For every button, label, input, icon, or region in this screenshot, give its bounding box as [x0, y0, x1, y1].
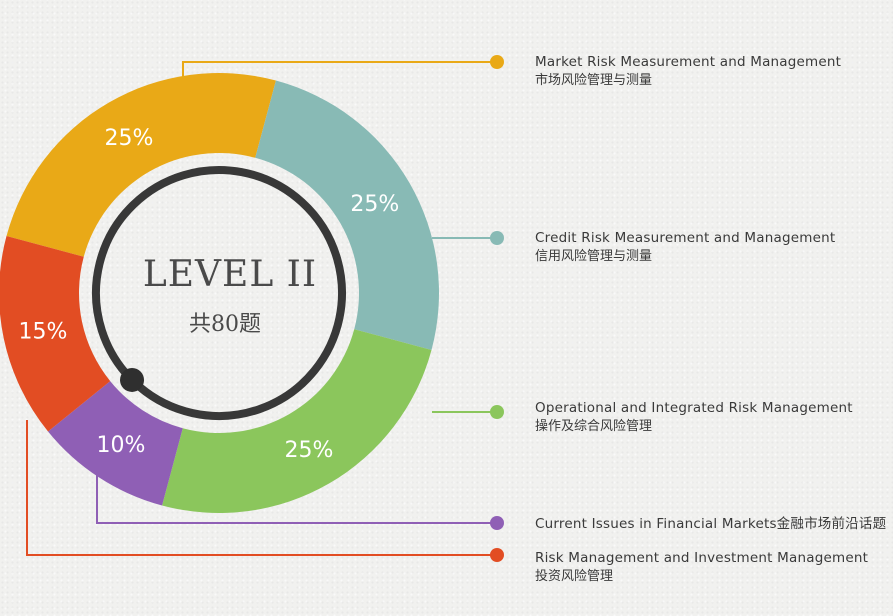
legend-label-zh: 市场风险管理与测量	[535, 73, 653, 88]
donut-slice	[0, 236, 111, 432]
legend-item-current-issues: Current Issues in Financial Markets金融市场前…	[535, 514, 886, 534]
legend-label-en: Current Issues in Financial Markets金融市场前…	[535, 516, 887, 532]
leader-line	[26, 420, 497, 556]
legend-label-zh: 投资风险管理	[535, 569, 614, 584]
slice-value-label: 25%	[105, 126, 154, 151]
legend-label-en: Market Risk Measurement and Management	[535, 54, 842, 70]
donut-slice	[255, 80, 439, 350]
center-title: LEVEL II	[142, 254, 318, 295]
inner-ring	[92, 166, 346, 420]
legend-dot	[490, 55, 504, 69]
slice-value-label: 15%	[18, 319, 67, 344]
inner-ring-knob	[120, 367, 145, 392]
legend-item-market-risk: Market Risk Measurement and Management 市…	[535, 52, 841, 90]
legend-label-zh: 信用风险管理与测量	[535, 249, 653, 264]
legend-label-en: Operational and Integrated Risk Manageme…	[535, 400, 853, 416]
leader-line	[96, 470, 497, 524]
slice-value-label: 25%	[350, 192, 399, 217]
legend-dot	[490, 231, 504, 245]
donut-slice	[48, 381, 183, 506]
legend-dot	[490, 405, 504, 419]
legend-item-operational-risk: Operational and Integrated Risk Manageme…	[535, 398, 853, 436]
legend-label-en: Risk Management and Investment Managemen…	[535, 550, 869, 566]
slice-value-label: 25%	[285, 438, 334, 463]
leader-line	[182, 61, 497, 78]
legend-dot	[490, 516, 504, 530]
legend-label-zh: 操作及综合风险管理	[535, 419, 653, 434]
center-subtitle: 共80题	[189, 312, 261, 337]
legend-label-en: Credit Risk Measurement and Management	[535, 230, 836, 246]
legend-item-credit-risk: Credit Risk Measurement and Management 信…	[535, 228, 835, 266]
slice-value-label: 10%	[97, 433, 146, 458]
legend-dot	[490, 548, 504, 562]
donut-slice	[162, 329, 432, 513]
donut-slice	[6, 72, 276, 257]
legend-item-investment-risk: Risk Management and Investment Managemen…	[535, 548, 868, 586]
